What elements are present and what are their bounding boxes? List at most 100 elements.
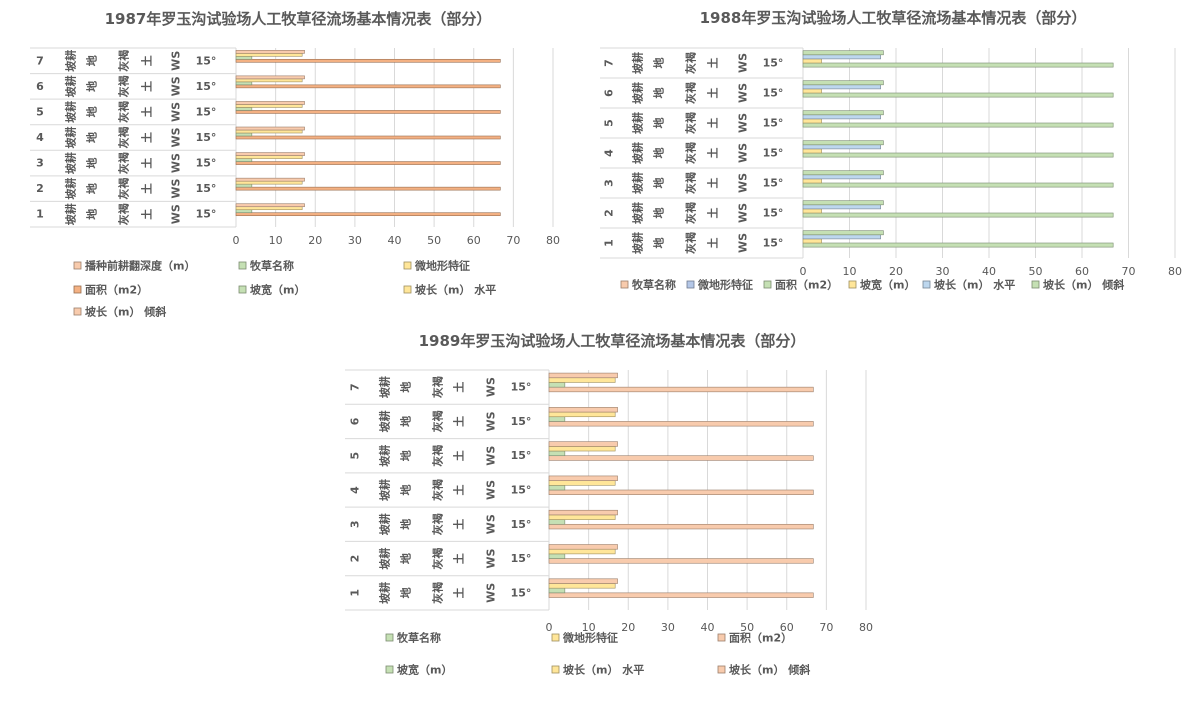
bar [548,553,566,559]
category-label: 灰褐 [684,202,698,224]
category-label: 坡耕 [64,127,78,149]
category-label: 地 [652,118,666,129]
category-label: 土 [452,382,466,393]
legend-label: 坡宽（m） [397,663,452,677]
bar [802,80,884,86]
bar [802,54,881,60]
legend-label: 播种前耕翻深度（m） [85,259,195,273]
category-label: 灰褐 [117,178,131,200]
chart-3: 1989年罗玉沟试验场人工牧草径流场基本情况表（部分）1234567坡耕坡耕坡耕… [345,332,873,677]
legend-swatch [1031,280,1040,289]
category-label: WS [737,83,750,103]
legend-label: 面积（m2） [85,283,148,297]
bar [235,152,305,156]
category-label: WS [170,51,183,71]
category-label: 土 [706,208,720,219]
category-label: 15° [511,449,532,462]
category-label: WS [737,233,750,253]
bar [235,203,305,208]
category-label: 坡耕 [631,172,645,194]
category-label: 地 [399,553,413,564]
category-label: 灰褐 [431,376,445,398]
category-label: 5 [36,105,44,118]
x-tick-label: 30 [661,621,675,634]
bar [802,118,822,124]
x-tick-label: 70 [506,234,520,247]
category-label: 15° [196,105,217,118]
category-label: 灰褐 [684,82,698,104]
bar [548,587,566,594]
bar [235,209,253,214]
legend-swatch [73,261,82,270]
category-label: 灰褐 [684,52,698,74]
category-label: WS [485,411,498,431]
category-label: WS [485,480,498,500]
bar [802,208,822,214]
bar [548,519,566,525]
category-label: 土 [140,183,154,194]
bar [802,178,822,184]
bar [802,122,1114,128]
category-label: 土 [452,553,466,564]
legend-swatch [385,665,394,674]
x-tick-label: 70 [819,621,833,634]
category-label: WS [170,179,183,199]
bar [802,50,884,56]
x-tick-label: 10 [582,621,596,634]
category-label: 地 [399,382,413,393]
x-tick-label: 20 [889,265,903,278]
x-tick-label: 10 [843,265,857,278]
bar [235,50,305,54]
legend-label: 面积（m2） [775,278,838,292]
category-label: 地 [85,183,99,194]
legend-label: 坡长（m） 倾斜 [1043,278,1124,292]
bar [548,455,814,461]
legend-swatch [717,633,726,642]
category-label: 15° [763,207,784,220]
x-tick-label: 50 [1029,265,1043,278]
category-label: 15° [763,177,784,190]
legend-swatch [403,261,412,270]
category-label: WS [737,113,750,133]
category-label: 灰褐 [431,479,445,501]
legend-swatch [763,280,772,289]
category-label: 7 [36,54,44,67]
category-label: 土 [140,132,154,143]
category-label: 灰褐 [431,582,445,604]
category-label: 灰褐 [684,142,698,164]
bar [802,212,1114,218]
bar [235,180,303,185]
category-label: WS [485,583,498,603]
category-label: 15° [511,484,532,497]
category-label: WS [737,53,750,73]
bar [235,206,303,211]
x-tick-label: 80 [546,234,560,247]
bar [802,182,1114,188]
bar [235,212,501,217]
category-label: 地 [85,132,99,143]
category-label: 灰褐 [431,445,445,467]
bar [235,161,501,165]
category-label: 灰褐 [431,513,445,535]
bar [235,126,305,131]
category-label: 坡耕 [378,445,392,467]
category-label: 3 [36,157,44,170]
category-label: WS [485,514,498,534]
x-tick-label: 40 [701,621,715,634]
x-tick-label: 50 [427,234,441,247]
bar [802,170,884,176]
legend-swatch [848,280,857,289]
bar [235,101,305,105]
bar [802,200,884,206]
bar [802,238,822,244]
category-label: 灰褐 [684,112,698,134]
category-label: 6 [603,89,616,97]
x-tick-label: 10 [269,234,283,247]
category-label: 地 [399,485,413,496]
bar [235,135,501,140]
category-label: 坡耕 [631,52,645,74]
bar [802,242,1114,248]
x-tick-label: 80 [1168,265,1182,278]
category-label: 6 [36,80,44,93]
